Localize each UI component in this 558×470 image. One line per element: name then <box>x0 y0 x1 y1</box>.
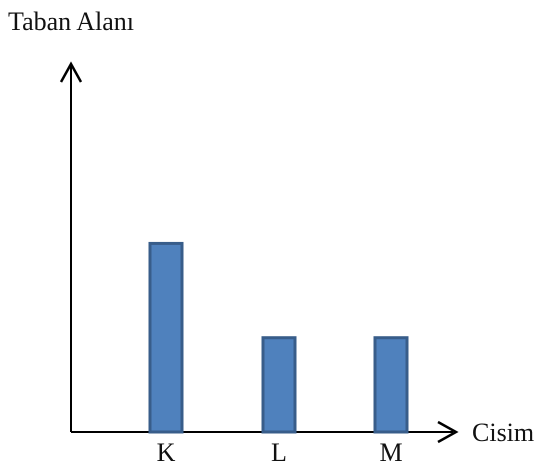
x-axis-arrowhead <box>437 420 459 444</box>
y-axis-label: Taban Alanı <box>8 7 134 36</box>
bar-k <box>148 241 184 434</box>
x-axis-label: Cisim <box>472 418 534 447</box>
y-axis-arrowhead <box>59 61 83 83</box>
x-tick-label-m: M <box>379 438 402 467</box>
x-tick-label-l: L <box>271 438 287 467</box>
bars-group <box>148 241 409 434</box>
bar-m <box>373 336 409 434</box>
x-tick-labels: K L M <box>157 438 403 467</box>
bar-l <box>261 336 297 434</box>
x-tick-label-k: K <box>157 438 176 467</box>
